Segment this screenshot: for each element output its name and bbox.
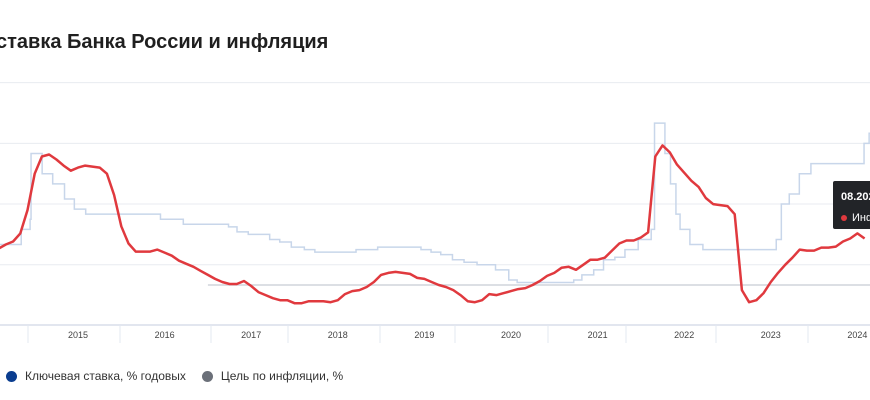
x-tick-label: 2020 bbox=[501, 330, 521, 340]
chart-tooltip: 08.2024 Инфляция bbox=[833, 181, 870, 229]
inflation-line bbox=[0, 144, 866, 305]
x-tick-label: 2021 bbox=[588, 330, 608, 340]
legend-label-key-rate: Ключевая ставка, % годовых bbox=[25, 369, 186, 383]
x-tick-label: 2016 bbox=[155, 330, 175, 340]
x-tick-label: 2022 bbox=[674, 330, 694, 340]
tooltip-series-label: Инфляция bbox=[852, 212, 870, 224]
x-tick-label: 2015 bbox=[68, 330, 88, 340]
legend-dot-key-rate bbox=[6, 370, 17, 382]
legend-dot-inflation-target bbox=[201, 370, 213, 382]
x-tick-label: 2017 bbox=[241, 330, 261, 340]
x-tick-label: 2019 bbox=[414, 330, 434, 340]
legend-item-inflation-target[interactable]: Цель по инфляции, % bbox=[201, 369, 344, 383]
tooltip-series-dot bbox=[841, 215, 847, 221]
tooltip-date: 08.2024 bbox=[841, 191, 870, 203]
x-tick-label: 2023 bbox=[761, 330, 781, 340]
x-tick-label: 2024 bbox=[847, 330, 867, 340]
legend-label-inflation-target: Цель по инфляции, % bbox=[220, 369, 344, 383]
x-tick-label: 2018 bbox=[328, 330, 348, 340]
chart-legend: Ключевая ставка, % годовых Цель по инфля… bbox=[6, 369, 343, 383]
key-rate-line bbox=[0, 122, 870, 284]
legend-item-key-rate[interactable]: Ключевая ставка, % годовых bbox=[6, 369, 186, 383]
chart-title: ставка Банка России и инфляция bbox=[0, 31, 329, 53]
